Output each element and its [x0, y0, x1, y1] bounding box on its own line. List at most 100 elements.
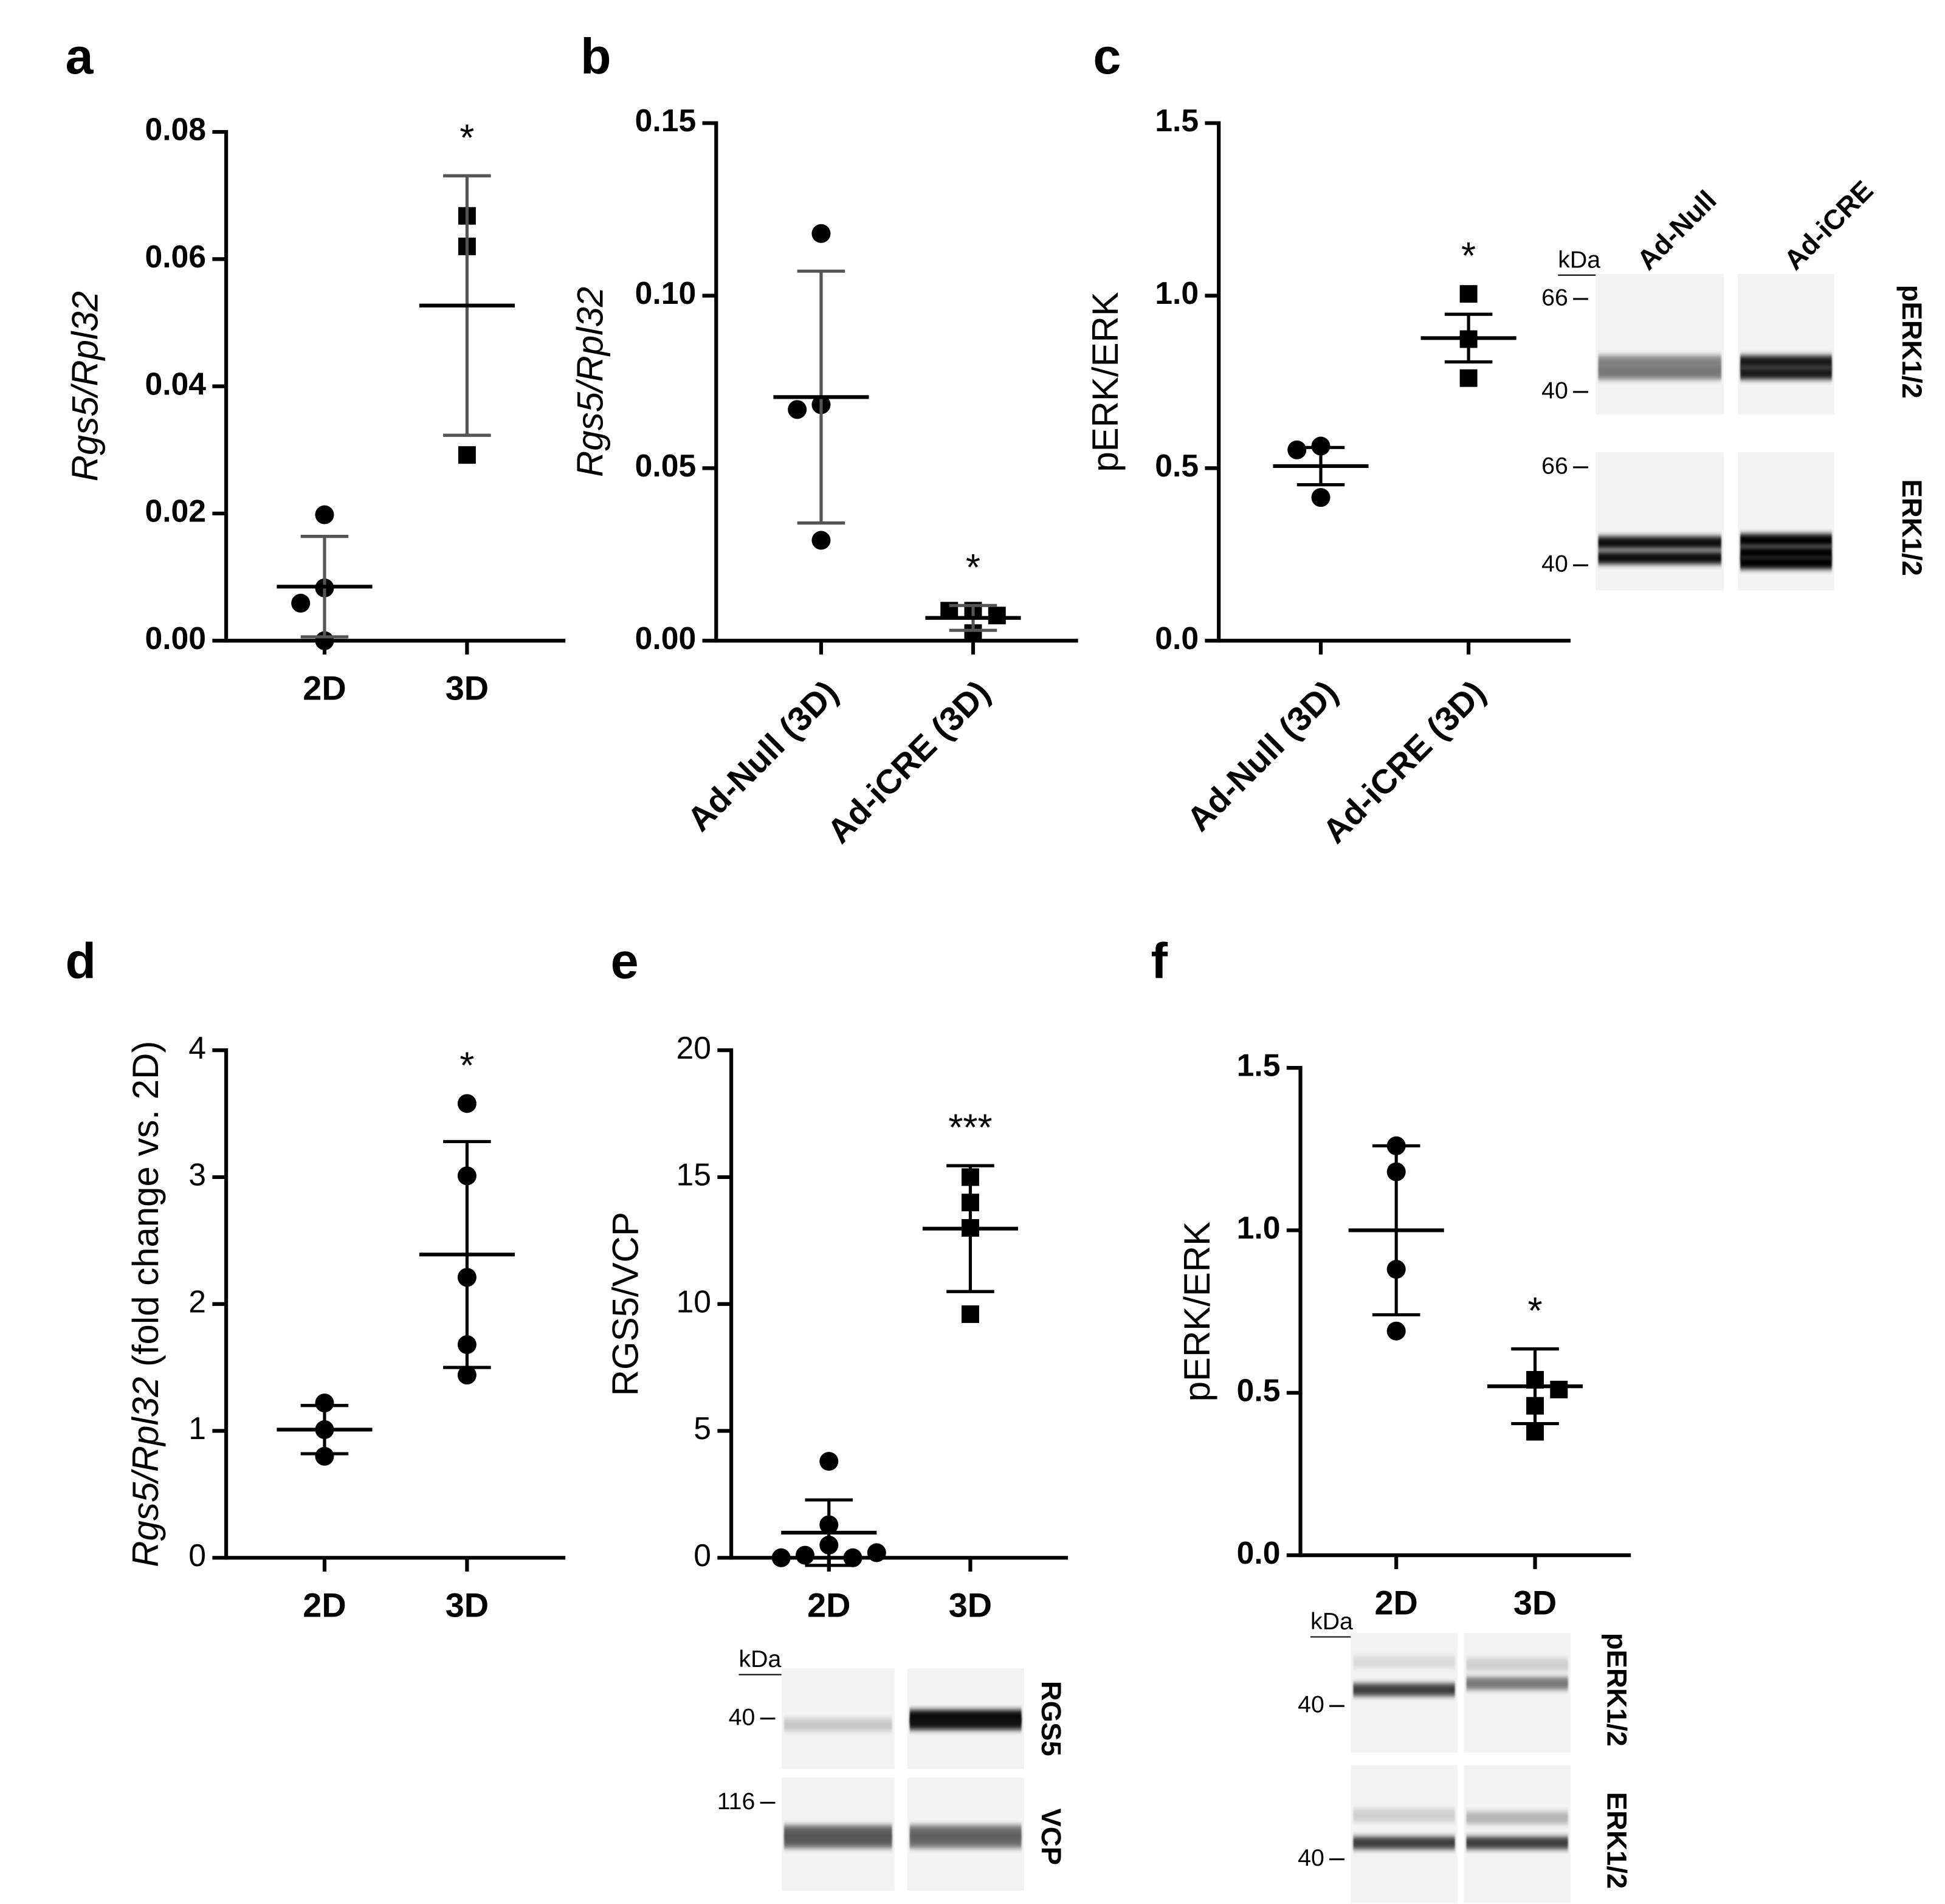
y-tick-label: 2	[188, 1284, 206, 1319]
y-tick-label: 4	[188, 1030, 206, 1065]
y-tick-label: 15	[676, 1157, 711, 1192]
blot-lane	[1737, 273, 1835, 415]
data-point	[771, 1548, 791, 1567]
x-tick-label: 2D	[303, 669, 346, 707]
blot-band	[909, 1825, 1022, 1838]
data-point	[843, 1548, 862, 1567]
blot-label: pERK1/2	[1601, 1633, 1632, 1747]
x-tick-label: 2D	[303, 1586, 346, 1624]
blot-band	[1740, 546, 1832, 559]
blot-band	[909, 1717, 1022, 1730]
blot-lane	[1596, 273, 1724, 415]
x-tick-label: Ad-Null (3D)	[1179, 673, 1344, 838]
blot-band	[1740, 556, 1832, 569]
y-tick-label: 0.04	[145, 366, 206, 401]
blot-label: ERK1/2	[1896, 479, 1927, 576]
y-tick-label: 0	[188, 1538, 206, 1573]
significance: *	[1461, 235, 1476, 277]
y-tick-label: 3	[188, 1157, 206, 1192]
lane-label: Ad-Null	[1631, 184, 1722, 275]
data-point	[1459, 369, 1478, 387]
y-axis-label-part: RGS5/VCP	[605, 1212, 645, 1396]
mw-marker: 66	[1541, 284, 1568, 311]
blot-band	[1353, 1837, 1455, 1849]
data-point	[1386, 1321, 1406, 1341]
blot-band	[1598, 356, 1722, 368]
y-axis-label-part: Rgs5/Rpl32	[125, 1377, 166, 1567]
y-axis-label: pERK/ERK	[1085, 292, 1126, 472]
blot-label: VCP	[1036, 1808, 1067, 1865]
x-tick-label: 3D	[446, 1586, 489, 1624]
y-tick-label: 0.5	[1237, 1372, 1281, 1407]
y-tick-label: 0.15	[635, 103, 697, 138]
blot-label: ERK1/2	[1601, 1792, 1632, 1889]
significance: *	[460, 117, 474, 159]
blot-label: RGS5	[1036, 1681, 1067, 1756]
y-axis-label: Rgs5/Rpl32 (fold change vs. 2D)	[125, 1041, 166, 1567]
data-point	[867, 1543, 886, 1562]
y-axis-label-part: pERK/ERK	[1085, 292, 1126, 472]
significance: *	[1527, 1290, 1542, 1332]
blot-lane	[1596, 452, 1724, 591]
data-point	[1550, 1380, 1568, 1398]
y-tick-label: 1.5	[1155, 103, 1199, 138]
y-tick-label: 0.0	[1155, 620, 1199, 656]
blot-band	[1598, 366, 1722, 380]
panel-label: e	[611, 932, 639, 989]
data-point	[811, 531, 831, 550]
blot-lane	[1351, 1765, 1458, 1903]
data-point	[1526, 1423, 1544, 1441]
y-tick-label: 0.00	[145, 620, 206, 656]
mw-marker: 40	[1298, 1844, 1324, 1871]
significance: ***	[948, 1107, 992, 1149]
data-point	[811, 224, 831, 243]
blot-band	[1598, 551, 1722, 565]
blot-band	[1466, 1658, 1568, 1671]
data-point	[1287, 440, 1307, 459]
y-axis-label-part: Rgs5/Rpl32	[65, 291, 106, 481]
y-tick-label: 0.08	[145, 112, 206, 147]
y-axis-label: RGS5/VCP	[605, 1212, 645, 1396]
blot-band	[1740, 534, 1832, 547]
data-point	[457, 1094, 477, 1113]
y-tick-label: 0.0	[1237, 1535, 1281, 1570]
x-tick-label: Ad-Null (3D)	[680, 673, 845, 838]
blot-band	[1598, 536, 1722, 549]
x-tick-label: 2D	[1375, 1584, 1418, 1622]
mw-marker: 116	[717, 1788, 756, 1815]
blot-band	[1466, 1811, 1568, 1824]
significance: *	[966, 547, 980, 589]
y-tick-label: 5	[694, 1411, 711, 1446]
blot-lane	[1737, 452, 1835, 591]
data-point	[458, 446, 476, 464]
y-tick-label: 10	[676, 1284, 711, 1319]
mw-marker: 40	[1298, 1691, 1324, 1718]
blot-band	[783, 1718, 892, 1731]
data-point	[315, 505, 334, 524]
x-tick-label: 3D	[446, 669, 489, 707]
x-tick-label: 3D	[1513, 1584, 1557, 1622]
blot-band	[1466, 1837, 1568, 1849]
y-tick-label: 0.06	[145, 239, 206, 274]
y-axis-label: Rgs5/Rpl32	[65, 291, 106, 481]
data-point	[457, 1366, 477, 1385]
blot-band	[1740, 356, 1832, 368]
blot-band	[783, 1835, 892, 1848]
mw-marker: 40	[1541, 551, 1568, 577]
blot-unit: kDa	[739, 1646, 782, 1672]
blot-band	[1353, 1683, 1455, 1696]
mw-marker: 66	[1541, 452, 1568, 479]
blot-unit: kDa	[1558, 246, 1600, 273]
y-tick-label: 0.00	[635, 620, 697, 656]
y-tick-label: 0.5	[1155, 448, 1199, 483]
data-point	[1459, 285, 1478, 303]
y-axis-label-part: Rgs5/Rpl32	[570, 287, 611, 477]
y-tick-label: 20	[676, 1030, 711, 1065]
blot-unit: kDa	[1310, 1608, 1353, 1635]
y-axis-label: pERK/ERK	[1177, 1222, 1217, 1401]
blot-lane	[1464, 1633, 1571, 1753]
y-axis-label-part: pERK/ERK	[1177, 1222, 1217, 1401]
blot-band	[1466, 1677, 1568, 1690]
blot-band	[909, 1835, 1022, 1848]
data-point	[988, 607, 1006, 625]
